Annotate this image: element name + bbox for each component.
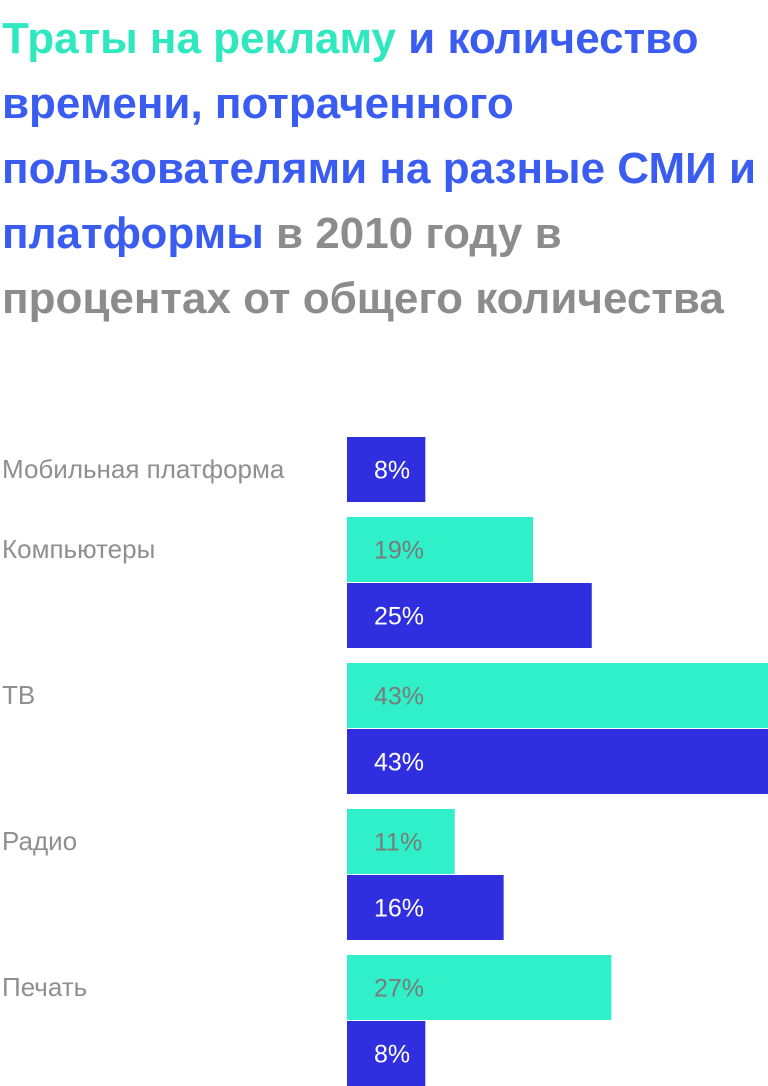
bar-value-label: 43%: [374, 683, 424, 711]
chart-title: Траты на рекламу и количество времени, п…: [2, 6, 762, 331]
category-label: Печать: [2, 972, 87, 1002]
bar-ad-spend-1: [347, 517, 534, 582]
bar-time-spent-1: [347, 583, 592, 648]
category-label: ТВ: [2, 680, 35, 710]
bar-time-spent-4: [347, 1021, 426, 1086]
title-time-spent: и количество времени, потраченного польз…: [2, 14, 757, 258]
category-label: Компьютеры: [2, 534, 155, 564]
bar-value-label: 19%: [374, 537, 424, 565]
bar-value-label: 11%: [374, 829, 422, 857]
bar-value-label: 8%: [374, 457, 410, 485]
bar-value-label: 8%: [374, 1041, 410, 1069]
title-year-unit: в 2010 году в процентах от общего количе…: [2, 209, 724, 323]
title-ad-spend: Траты на рекламу: [2, 14, 396, 63]
bar-ad-spend-4: [347, 955, 612, 1020]
bar-time-spent-2: [347, 729, 768, 794]
bar-value-label: 25%: [374, 603, 424, 631]
bar-time-spent-3: [347, 875, 504, 940]
category-label: Радио: [2, 826, 77, 856]
bar-value-label: 16%: [374, 895, 424, 923]
bar-ad-spend-2: [347, 663, 768, 728]
bar-value-label: 43%: [374, 749, 424, 777]
bar-value-label: 27%: [374, 975, 424, 1003]
bar-ad-spend-3: [347, 809, 455, 874]
bar-time-spent-0: [347, 437, 426, 502]
category-label: Мобильная платформа: [2, 454, 285, 484]
